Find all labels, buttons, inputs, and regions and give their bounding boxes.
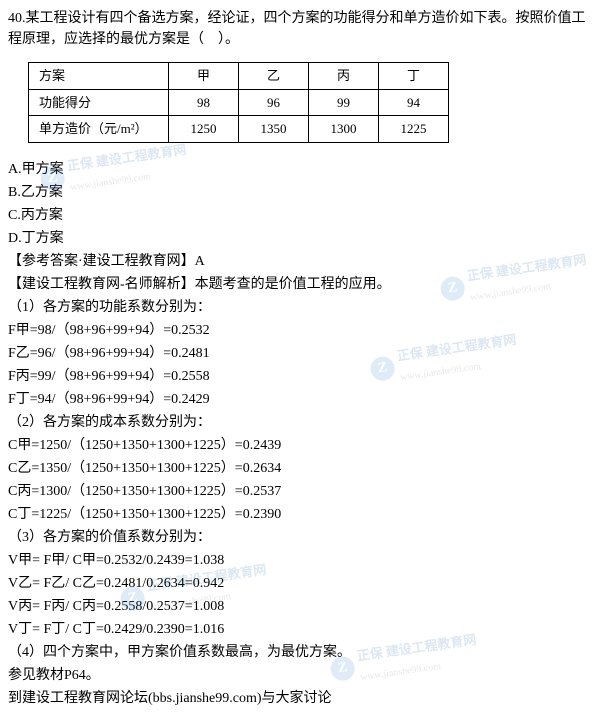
calculation-line: F乙=96/（98+96+99+94）=0.2481	[8, 343, 588, 364]
calculation-line: F丁=94/（98+96+99+94）=0.2429	[8, 389, 588, 410]
option-b: B.乙方案	[8, 182, 588, 203]
calculation-line: V丙= F丙/ C丙=0.2558/0.2537=1.008	[8, 596, 588, 617]
section-title: （3）各方案的价值系数分别为：	[8, 527, 588, 548]
data-table: 方案 甲 乙 丙 丁 功能得分 98 96 99 94 单方造价（元/m²） 1…	[28, 62, 449, 143]
section-title: （2）各方案的成本系数分别为：	[8, 412, 588, 433]
table-cell: 1225	[379, 116, 449, 143]
table-header: 丙	[309, 63, 379, 90]
option-c: C.丙方案	[8, 205, 588, 226]
reference: 参见教材P64。	[8, 665, 588, 686]
analysis-title: 【建设工程教育网-名师解析】本题考查的是价值工程的应用。	[8, 274, 588, 295]
table-cell: 98	[169, 89, 239, 116]
calculation-line: C乙=1350/（1250+1350+1300+1225）=0.2634	[8, 458, 588, 479]
calculation-line: V乙= F乙/ C乙=0.2481/0.2634=0.942	[8, 573, 588, 594]
calculation-line: F甲=98/（98+96+99+94）=0.2532	[8, 320, 588, 341]
table-header: 乙	[239, 63, 309, 90]
option-a: A.甲方案	[8, 159, 588, 180]
calculation-line: C甲=1250/（1250+1350+1300+1225）=0.2439	[8, 435, 588, 456]
calculation-line: V丁= F丁/ C丁=0.2429/0.2390=1.016	[8, 619, 588, 640]
conclusion: （4）四个方案中，甲方案价值系数最高，为最优方案。	[8, 642, 588, 663]
table-row: 功能得分 98 96 99 94	[29, 89, 449, 116]
calculation-line: V甲= F甲/ C甲=0.2532/0.2439=1.038	[8, 550, 588, 571]
calculation-line: C丙=1300/（1250+1350+1300+1225）=0.2537	[8, 481, 588, 502]
calculation-line: F丙=99/（98+96+99+94）=0.2558	[8, 366, 588, 387]
table-header: 方案	[29, 63, 169, 90]
table-header: 丁	[379, 63, 449, 90]
question-text: 40.某工程设计有四个备选方案，经论证，四个方案的功能得分和单方造价如下表。按照…	[8, 8, 588, 50]
table-cell: 功能得分	[29, 89, 169, 116]
table-cell: 94	[379, 89, 449, 116]
table-cell: 99	[309, 89, 379, 116]
table-cell: 1350	[239, 116, 309, 143]
table-cell: 1250	[169, 116, 239, 143]
calculation-line: C丁=1225/（1250+1350+1300+1225）=0.2390	[8, 504, 588, 525]
forum-link: 到建设工程教育网论坛(bbs.jianshe99.com)与大家讨论	[8, 688, 588, 709]
answer-title: 【参考答案·建设工程教育网】A	[8, 251, 588, 272]
table-cell: 1300	[309, 116, 379, 143]
table-header: 甲	[169, 63, 239, 90]
table-row: 单方造价（元/m²） 1250 1350 1300 1225	[29, 116, 449, 143]
table-row: 方案 甲 乙 丙 丁	[29, 63, 449, 90]
section-title: （1）各方案的功能系数分别为：	[8, 297, 588, 318]
option-d: D.丁方案	[8, 228, 588, 249]
table-cell: 96	[239, 89, 309, 116]
table-cell: 单方造价（元/m²）	[29, 116, 169, 143]
